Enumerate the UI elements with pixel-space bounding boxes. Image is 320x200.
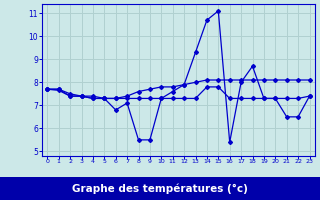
- Text: Graphe des températures (°c): Graphe des températures (°c): [72, 183, 248, 194]
